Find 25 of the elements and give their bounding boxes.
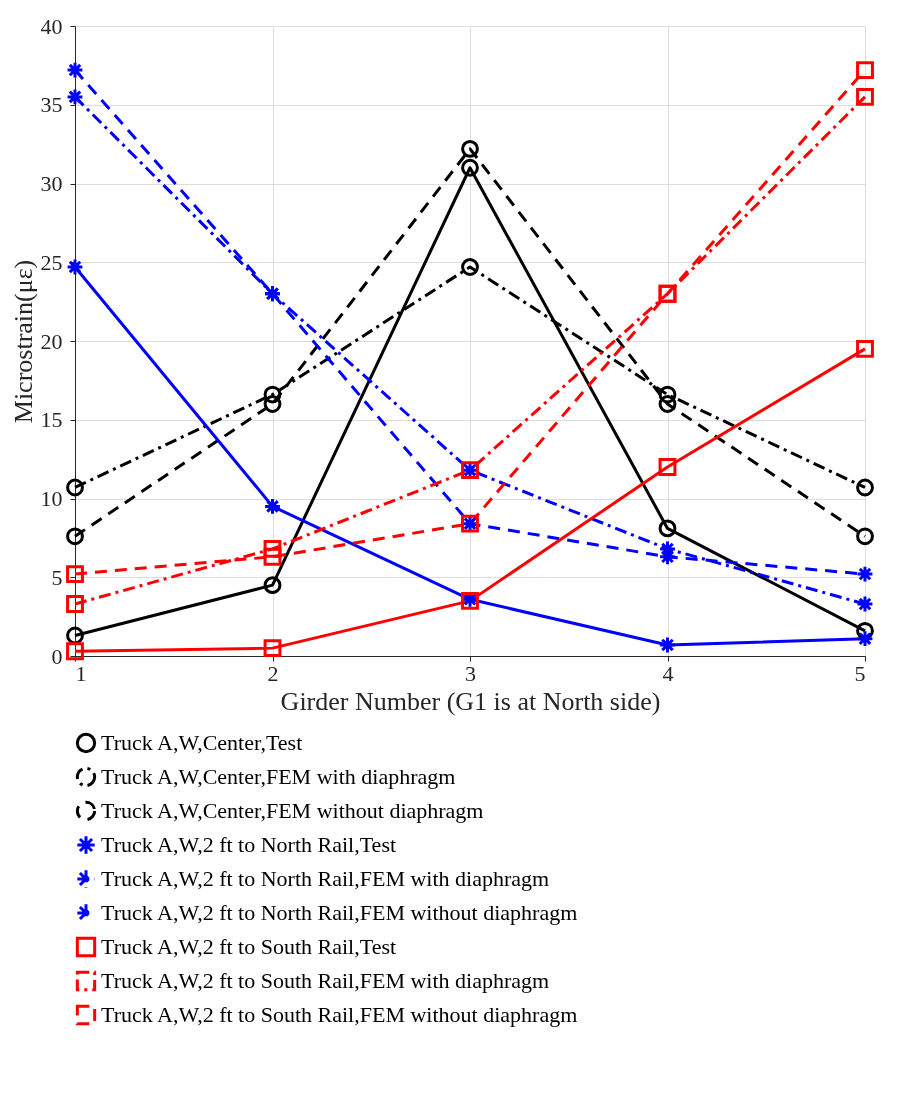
x-tick-label: 3	[465, 660, 476, 686]
y-tick-label: 0	[51, 643, 63, 669]
legend-label: Truck A,W,2 ft to North Rail,FEM with diaphragm	[101, 866, 550, 891]
legend-label: Truck A,W,Center,FEM without diaphragm	[101, 798, 484, 823]
x-tick-label: 2	[267, 660, 279, 686]
legend-label: Truck A,W,2 ft to South Rail,FEM without diaphragm	[101, 1002, 578, 1027]
y-axis-title: Microstrain(με)	[8, 259, 38, 424]
y-tick-label: 40	[40, 13, 63, 39]
y-tick-label: 15	[40, 407, 63, 433]
x-tick-label: 1	[75, 660, 87, 686]
x-tick-label: 5	[854, 660, 866, 686]
y-tick-label: 5	[51, 564, 63, 590]
legend-label: Truck A,W,2 ft to South Rail,Test	[101, 934, 397, 959]
legend-label: Truck A,W,2 ft to North Rail,FEM without diaphragm	[101, 900, 578, 925]
x-tick-label: 4	[662, 660, 674, 686]
x-axis-title: Girder Number (G1 is at North side)	[280, 686, 661, 716]
y-tick-label: 10	[40, 486, 63, 511]
y-tick-label: 20	[40, 328, 63, 354]
y-tick-label: 35	[40, 92, 63, 118]
y-tick-label: 25	[40, 249, 63, 275]
legend-label: Truck A,W,2 ft to North Rail,Test	[101, 832, 397, 857]
legend-label: Truck A,W,2 ft to South Rail,FEM with diaphragm	[101, 968, 550, 993]
y-tick-label: 30	[40, 171, 63, 196]
legend-label: Truck A,W,Center,FEM with diaphragm	[101, 764, 456, 789]
legend-label: Truck A,W,Center,Test	[101, 730, 303, 755]
